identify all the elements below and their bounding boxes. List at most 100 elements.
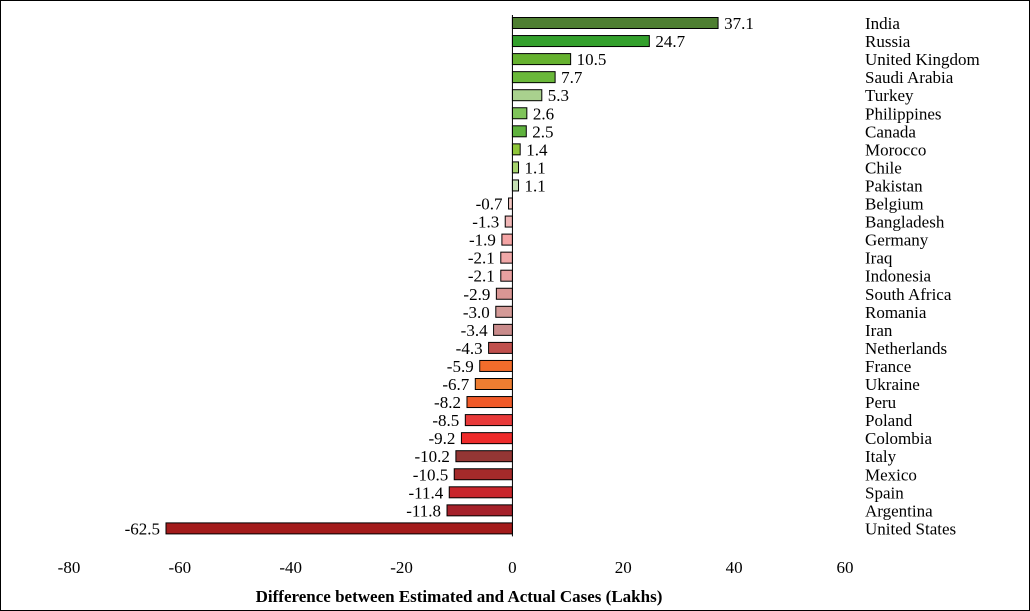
- category-label-france: France: [865, 357, 911, 376]
- bar-romania: [495, 305, 513, 318]
- category-label-india: India: [865, 14, 900, 33]
- category-label-russia: Russia: [865, 32, 911, 51]
- value-label-indonesia: -2.1: [468, 267, 495, 286]
- value-label-iran: -3.4: [461, 321, 488, 340]
- value-label-spain: -11.4: [408, 483, 443, 502]
- category-label-south-africa: South Africa: [865, 285, 952, 304]
- value-label-pakistan: 1.1: [525, 176, 546, 195]
- bar-italy: [455, 450, 513, 463]
- bars-group: [165, 17, 719, 535]
- category-label-canada: Canada: [865, 122, 916, 141]
- value-label-south-africa: -2.9: [463, 285, 490, 304]
- bar-turkey: [511, 89, 543, 102]
- category-label-pakistan: Pakistan: [865, 176, 923, 195]
- x-tick-label: 60: [837, 558, 854, 577]
- value-label-belgium: -0.7: [476, 195, 503, 214]
- category-label-spain: Spain: [865, 483, 904, 502]
- x-tick-label: 20: [615, 558, 632, 577]
- x-tick-label: -80: [58, 558, 81, 577]
- value-label-mexico: -10.5: [413, 465, 448, 484]
- bar-colombia: [460, 432, 513, 445]
- category-label-mexico: Mexico: [865, 465, 917, 484]
- value-label-turkey: 5.3: [548, 86, 569, 105]
- x-tick-label: 0: [508, 558, 517, 577]
- bar-south-africa: [495, 287, 513, 300]
- bar-morocco: [511, 143, 521, 156]
- value-label-netherlands: -4.3: [456, 339, 483, 358]
- bar-pakistan: [511, 179, 520, 192]
- category-label-united-kingdom: United Kingdom: [865, 50, 980, 69]
- value-label-saudi-arabia: 7.7: [561, 68, 583, 87]
- category-label-turkey: Turkey: [865, 86, 914, 105]
- bar-germany: [501, 233, 513, 246]
- value-label-romania: -3.0: [463, 303, 490, 322]
- bar-poland: [464, 414, 513, 427]
- value-label-russia: 24.7: [655, 32, 685, 51]
- bar-united-kingdom: [511, 53, 572, 66]
- value-label-france: -5.9: [447, 357, 474, 376]
- bar-indonesia: [500, 269, 513, 282]
- category-label-bangladesh: Bangladesh: [865, 213, 945, 232]
- category-label-indonesia: Indonesia: [865, 267, 932, 286]
- x-axis-title: Difference between Estimated and Actual …: [256, 587, 663, 606]
- value-label-bangladesh: -1.3: [472, 213, 499, 232]
- value-label-philippines: 2.6: [533, 104, 554, 123]
- bar-netherlands: [488, 341, 513, 354]
- value-label-morocco: 1.4: [526, 140, 548, 159]
- value-label-chile: 1.1: [525, 158, 546, 177]
- bar-saudi-arabia: [511, 71, 556, 84]
- value-label-ukraine: -6.7: [442, 375, 469, 394]
- category-label-italy: Italy: [865, 447, 897, 466]
- value-label-germany: -1.9: [469, 231, 496, 250]
- value-labels-group: 37.124.710.57.75.32.62.51.41.11.1-0.7-1.…: [125, 14, 754, 538]
- category-label-ukraine: Ukraine: [865, 375, 920, 394]
- bar-iraq: [500, 251, 513, 264]
- category-label-germany: Germany: [865, 231, 929, 250]
- value-label-peru: -8.2: [434, 393, 461, 412]
- category-label-poland: Poland: [865, 411, 913, 430]
- bar-argentina: [446, 504, 513, 517]
- value-label-united-kingdom: 10.5: [577, 50, 607, 69]
- bar-france: [479, 359, 513, 372]
- category-label-iran: Iran: [865, 321, 893, 340]
- value-label-colombia: -9.2: [429, 429, 456, 448]
- bar-mexico: [453, 468, 513, 481]
- x-tick-label: 40: [726, 558, 743, 577]
- category-label-peru: Peru: [865, 393, 897, 412]
- bar-belgium: [508, 197, 513, 210]
- category-label-chile: Chile: [865, 158, 902, 177]
- bar-bangladesh: [504, 215, 513, 228]
- value-label-italy: -10.2: [414, 447, 449, 466]
- bar-iran: [493, 323, 513, 336]
- x-tick-label: -60: [169, 558, 192, 577]
- bar-ukraine: [474, 378, 513, 390]
- bar-canada: [511, 125, 527, 138]
- bar-india: [511, 17, 719, 29]
- category-label-belgium: Belgium: [865, 195, 924, 214]
- x-tick-label: -40: [279, 558, 302, 577]
- value-label-united-states: -62.5: [125, 519, 160, 538]
- category-label-romania: Romania: [865, 303, 927, 322]
- x-tick-labels-group: -80 -60 -40 -20 0 20 40 60: [58, 558, 854, 577]
- value-label-india: 37.1: [724, 14, 754, 33]
- category-label-morocco: Morocco: [865, 140, 926, 159]
- value-label-poland: -8.5: [432, 411, 459, 430]
- category-label-iraq: Iraq: [865, 249, 893, 268]
- category-label-colombia: Colombia: [865, 429, 933, 448]
- bar-philippines: [511, 107, 528, 120]
- category-label-united-states: United States: [865, 519, 956, 538]
- bar-chile: [511, 161, 520, 174]
- category-label-philippines: Philippines: [865, 104, 942, 123]
- bar-russia: [511, 35, 650, 48]
- category-label-saudi-arabia: Saudi Arabia: [865, 68, 954, 87]
- value-label-iraq: -2.1: [468, 249, 495, 268]
- bar-spain: [448, 486, 513, 499]
- value-label-argentina: -11.8: [406, 501, 441, 520]
- value-label-canada: 2.5: [532, 122, 553, 141]
- category-label-argentina: Argentina: [865, 501, 933, 520]
- bar-united-states: [165, 522, 513, 535]
- category-label-netherlands: Netherlands: [865, 339, 947, 358]
